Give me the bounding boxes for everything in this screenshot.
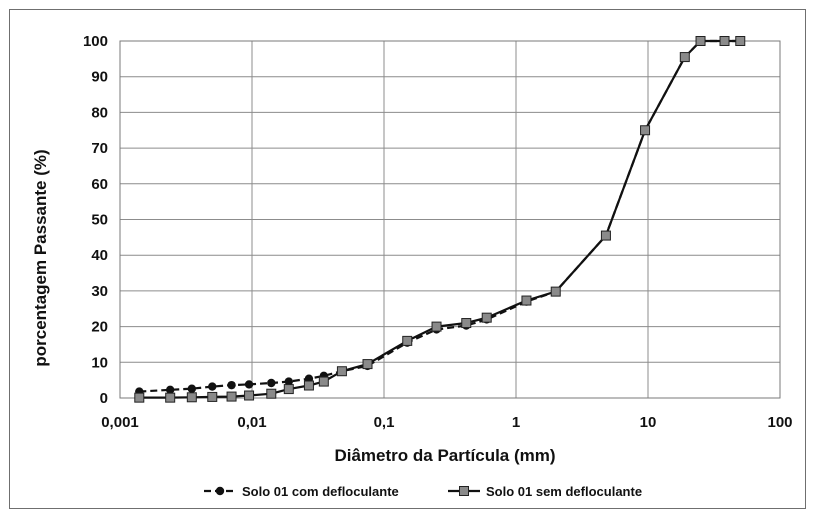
data-point — [283, 384, 294, 395]
data-point — [187, 384, 197, 393]
data-point — [186, 392, 197, 403]
chart-frame: 0 10 20 30 40 50 60 70 80 90 100 0,001 0,01 0,1 1 10 10… — [9, 9, 806, 509]
data-point — [244, 390, 255, 401]
data-point — [461, 318, 472, 329]
data-point — [318, 376, 329, 387]
y-tick-label: 30 — [91, 283, 108, 300]
x-tick-label: 0,01 — [237, 414, 266, 431]
data-point — [207, 391, 218, 402]
data-point — [208, 382, 217, 391]
data-point — [284, 377, 293, 386]
y-tick-label: 0 — [100, 390, 108, 407]
data-point — [134, 392, 145, 403]
y-tick-label: 50 — [91, 212, 108, 229]
data-point — [165, 392, 176, 403]
x-axis-label: Diâmetro da Partícula (mm) — [334, 446, 555, 465]
series-line — [139, 39, 741, 393]
data-point — [227, 380, 236, 390]
series-layer — [134, 36, 746, 403]
legend-marker-series-1 — [215, 486, 225, 496]
y-tick-label: 100 — [83, 33, 108, 50]
data-point — [267, 378, 276, 388]
data-point — [244, 380, 254, 389]
x-tick-label: 0,1 — [374, 414, 395, 431]
y-tick-label: 70 — [91, 140, 108, 157]
data-point — [336, 366, 347, 377]
y-tick-label: 10 — [91, 354, 108, 371]
data-point — [165, 385, 175, 394]
legend-marker-series-2 — [459, 486, 469, 496]
data-point — [640, 125, 651, 136]
data-point — [481, 312, 492, 323]
plot-border — [119, 40, 781, 399]
y-tick-label: 40 — [91, 247, 108, 264]
chart-svg: 0 10 20 30 40 50 60 70 80 90 100 0,001 0,01 0,1 1 10 10… — [31, 33, 793, 499]
x-tick-label: 0,001 — [101, 414, 139, 431]
data-point — [303, 380, 314, 391]
legend-label-series-2: Solo 01 sem defloculante — [486, 484, 642, 499]
y-tick-label: 80 — [91, 104, 108, 121]
y-tick-label: 60 — [91, 176, 108, 193]
y-tick-labels: 0 10 20 30 40 50 60 70 80 90 100 — [83, 33, 108, 407]
legend: Solo 01 com defloculante Solo 01 sem def… — [204, 484, 642, 499]
series-1 — [135, 36, 745, 396]
data-point — [719, 36, 730, 46]
data-point — [226, 391, 237, 402]
legend-label-series-1: Solo 01 com defloculante — [242, 484, 399, 499]
grid-lines — [119, 40, 781, 399]
data-point — [735, 36, 746, 46]
legend-item-series-1: Solo 01 com defloculante — [204, 484, 399, 499]
x-tick-label: 10 — [640, 414, 657, 431]
data-point — [550, 286, 561, 297]
x-tick-labels: 0,001 0,01 0,1 1 10 100 — [101, 414, 792, 431]
plot-area-border — [119, 40, 781, 399]
x-tick-label: 100 — [767, 414, 792, 431]
x-tick-label: 1 — [512, 414, 520, 431]
data-point — [521, 295, 532, 306]
data-point — [266, 388, 277, 399]
data-point — [600, 230, 611, 241]
data-point — [402, 335, 413, 346]
data-point — [431, 321, 442, 332]
series-2 — [134, 36, 746, 403]
legend-item-series-2: Solo 01 sem defloculante — [448, 484, 642, 499]
data-point — [362, 359, 373, 370]
y-tick-label: 90 — [91, 69, 108, 86]
y-axis-label: porcentagem Passante (%) — [31, 149, 50, 366]
y-tick-label: 20 — [91, 319, 108, 336]
data-point — [679, 52, 690, 63]
data-point — [695, 36, 706, 46]
